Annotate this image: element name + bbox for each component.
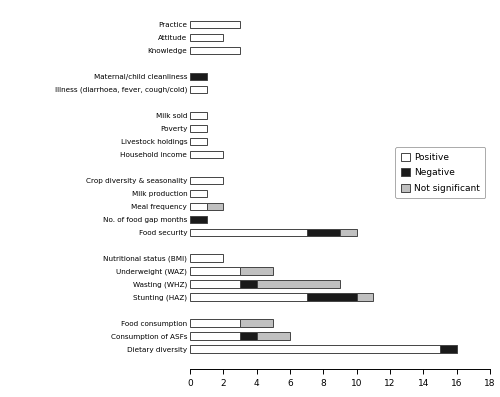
Bar (190, 137, 206, 145)
Bar (190, 177, 224, 184)
Bar (190, 21, 240, 28)
Bar (190, 125, 206, 132)
Bar (190, 46, 240, 54)
Bar (190, 73, 206, 80)
Bar (190, 150, 224, 158)
Bar (190, 85, 206, 93)
Bar (306, 229, 340, 236)
Bar (190, 281, 240, 288)
Bar (190, 202, 206, 210)
Bar (190, 189, 206, 197)
Bar (190, 332, 240, 339)
Bar (240, 281, 256, 288)
Legend: Positive, Negative, Not significant: Positive, Negative, Not significant (395, 147, 486, 198)
Bar (190, 293, 306, 301)
Bar (206, 202, 224, 210)
Bar (190, 254, 224, 262)
Bar (356, 293, 374, 301)
Bar (256, 281, 340, 288)
Bar (190, 320, 240, 327)
Bar (190, 268, 240, 275)
Bar (340, 229, 356, 236)
Bar (440, 345, 456, 353)
Bar (190, 345, 440, 353)
Bar (190, 112, 206, 119)
Bar (190, 216, 206, 223)
Bar (240, 268, 274, 275)
Bar (256, 332, 290, 339)
Bar (190, 229, 306, 236)
Bar (240, 332, 256, 339)
Bar (306, 293, 356, 301)
Bar (190, 34, 224, 41)
Bar (240, 320, 274, 327)
